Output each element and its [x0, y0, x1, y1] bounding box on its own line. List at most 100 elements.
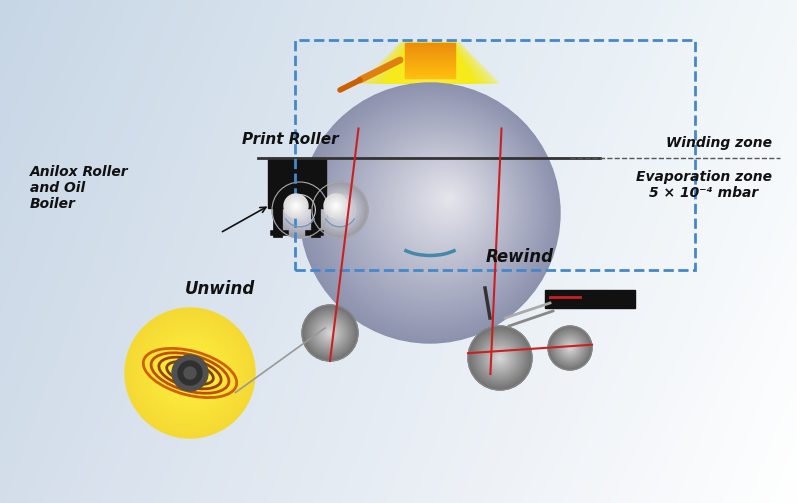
- Circle shape: [334, 204, 346, 216]
- Bar: [405, 52, 455, 53]
- Circle shape: [340, 113, 532, 305]
- Polygon shape: [405, 43, 455, 83]
- Circle shape: [492, 350, 508, 366]
- Circle shape: [150, 333, 230, 413]
- Circle shape: [398, 158, 488, 248]
- Circle shape: [328, 104, 540, 316]
- Circle shape: [311, 314, 349, 352]
- Circle shape: [146, 329, 234, 417]
- Circle shape: [321, 191, 359, 229]
- Circle shape: [468, 326, 532, 390]
- Circle shape: [326, 196, 354, 224]
- Circle shape: [324, 102, 542, 319]
- Circle shape: [344, 117, 528, 301]
- Circle shape: [320, 190, 360, 230]
- Bar: [405, 77, 455, 78]
- Circle shape: [440, 190, 457, 208]
- Circle shape: [281, 191, 319, 229]
- Bar: [405, 73, 455, 74]
- Circle shape: [331, 201, 349, 219]
- Circle shape: [408, 166, 481, 238]
- Circle shape: [135, 318, 245, 428]
- Circle shape: [126, 309, 254, 437]
- Circle shape: [431, 184, 464, 216]
- Circle shape: [309, 90, 553, 334]
- Circle shape: [402, 162, 485, 244]
- Circle shape: [441, 191, 457, 207]
- Circle shape: [304, 86, 557, 340]
- Circle shape: [444, 194, 454, 204]
- Circle shape: [139, 322, 241, 424]
- Circle shape: [329, 199, 343, 213]
- Polygon shape: [381, 43, 479, 83]
- Bar: [268, 158, 326, 208]
- Circle shape: [165, 348, 215, 398]
- Circle shape: [304, 87, 556, 339]
- Bar: [405, 70, 455, 71]
- Circle shape: [327, 103, 540, 317]
- Circle shape: [157, 340, 223, 406]
- Circle shape: [284, 194, 316, 226]
- Circle shape: [471, 329, 529, 387]
- Bar: [405, 72, 455, 73]
- Circle shape: [435, 187, 461, 212]
- Circle shape: [275, 185, 325, 235]
- Circle shape: [147, 330, 233, 416]
- Circle shape: [179, 362, 201, 384]
- Circle shape: [144, 327, 236, 419]
- Circle shape: [317, 187, 363, 233]
- Circle shape: [154, 337, 226, 409]
- Circle shape: [366, 133, 512, 280]
- Circle shape: [183, 366, 197, 380]
- Circle shape: [487, 345, 513, 371]
- Circle shape: [161, 344, 219, 402]
- Circle shape: [486, 344, 514, 372]
- Polygon shape: [380, 43, 480, 83]
- Bar: [405, 45, 455, 46]
- Circle shape: [332, 202, 348, 218]
- Circle shape: [319, 322, 341, 344]
- Circle shape: [328, 331, 332, 335]
- Circle shape: [428, 181, 466, 219]
- Circle shape: [304, 307, 356, 359]
- Circle shape: [130, 313, 250, 433]
- Circle shape: [332, 107, 537, 313]
- Bar: [405, 49, 455, 50]
- Circle shape: [397, 157, 489, 249]
- Circle shape: [320, 98, 546, 324]
- Circle shape: [550, 328, 590, 368]
- Circle shape: [438, 189, 458, 209]
- Circle shape: [160, 343, 220, 403]
- Circle shape: [390, 152, 494, 256]
- Circle shape: [277, 187, 323, 233]
- Circle shape: [149, 332, 231, 414]
- Polygon shape: [407, 43, 453, 83]
- Circle shape: [285, 195, 315, 225]
- Bar: [405, 63, 455, 64]
- Circle shape: [314, 184, 366, 236]
- Circle shape: [323, 193, 357, 227]
- Circle shape: [423, 178, 469, 224]
- Circle shape: [138, 321, 242, 425]
- Circle shape: [141, 324, 239, 422]
- Circle shape: [131, 314, 249, 432]
- Circle shape: [294, 204, 298, 208]
- Circle shape: [490, 348, 510, 368]
- Circle shape: [345, 118, 527, 299]
- Circle shape: [309, 312, 351, 354]
- Circle shape: [327, 330, 333, 336]
- Text: Anilox Roller
and Oil
Boiler: Anilox Roller and Oil Boiler: [30, 165, 128, 211]
- Polygon shape: [371, 43, 489, 83]
- Circle shape: [286, 196, 306, 216]
- Circle shape: [421, 176, 471, 226]
- Circle shape: [387, 150, 496, 258]
- Circle shape: [561, 339, 579, 357]
- Circle shape: [332, 202, 340, 210]
- Circle shape: [152, 335, 228, 411]
- Circle shape: [418, 173, 473, 229]
- Polygon shape: [391, 43, 469, 83]
- Circle shape: [313, 183, 367, 237]
- Circle shape: [446, 195, 453, 201]
- Circle shape: [340, 114, 530, 304]
- Circle shape: [564, 342, 576, 354]
